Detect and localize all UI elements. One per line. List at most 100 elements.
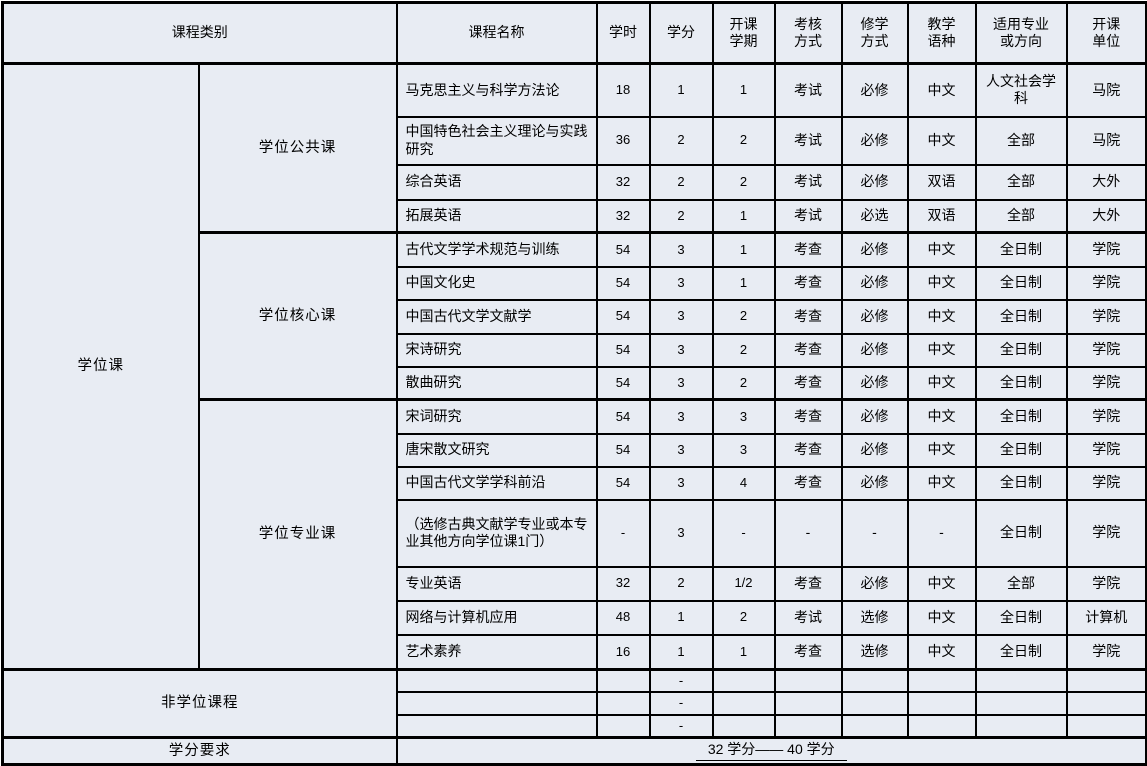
non-degree-row: 非学位课程 - — [1, 668, 1147, 739]
course-language-cell: 中文 — [906, 398, 977, 435]
course-semester-cell: 2 — [711, 599, 776, 636]
course-unit-cell: 计算机 — [1065, 599, 1147, 636]
course-assessment-cell — [773, 691, 843, 716]
course-hours-cell: 54 — [595, 465, 651, 501]
course-applicable-cell: 全日制 — [974, 365, 1068, 401]
subcategory-cell: 学位专业课 — [197, 398, 398, 671]
course-mode-cell: 必修 — [840, 465, 909, 501]
course-language-cell — [906, 691, 977, 716]
course-unit-cell: 学院 — [1065, 332, 1147, 368]
course-name-cell: 古代文学学术规范与训练 — [395, 231, 598, 268]
course-unit-cell: 学院 — [1065, 265, 1147, 301]
header-row: 课程类别 课程名称 学时 学分 开课 学期 考核 方式 修学 方式 教学 语种 … — [1, 1, 1147, 65]
course-assessment-cell: 考试 — [773, 198, 843, 234]
non-degree-row: - — [3, 691, 1147, 716]
course-semester-cell: 2 — [711, 115, 776, 166]
course-name-cell: 马克思主义与科学方法论 — [395, 62, 598, 118]
course-credits-cell: 3 — [648, 365, 714, 401]
course-mode-cell: 必修 — [840, 62, 909, 118]
course-name-cell: 拓展英语 — [395, 198, 598, 234]
course-hours-cell: 54 — [595, 332, 651, 368]
course-credits-cell: 3 — [648, 332, 714, 368]
course-name-cell: 中国古代文学学科前沿 — [395, 465, 598, 501]
course-semester-cell: 1 — [711, 633, 776, 671]
course-semester-cell: 2 — [711, 298, 776, 335]
course-row: 综合英语 32 2 2 考试 必修 双语 全部 大外 — [3, 163, 1147, 201]
course-unit-cell: 学院 — [1065, 398, 1147, 435]
course-applicable-cell: 全日制 — [974, 265, 1068, 301]
course-row: 宋诗研究 54 3 2 考查 必修 中文 全日制 学院 — [3, 332, 1147, 368]
course-name-cell: 专业英语 — [395, 565, 598, 602]
course-semester-cell: 1 — [711, 231, 776, 268]
course-mode-cell: 必修 — [840, 231, 909, 268]
header-course-name: 课程名称 — [395, 1, 598, 65]
credit-requirement-value: 32 学分—— 40 学分 — [695, 741, 847, 761]
course-unit-cell: 学院 — [1065, 231, 1147, 268]
course-unit-cell: 马院 — [1065, 115, 1147, 166]
header-col-language: 教学 语种 — [906, 1, 977, 65]
course-applicable-cell: 全日制 — [974, 398, 1068, 435]
course-applicable-cell: 全日制 — [974, 633, 1068, 671]
course-name-cell: 宋词研究 — [395, 398, 598, 435]
course-hours-cell: 32 — [595, 163, 651, 201]
course-language-cell: 双语 — [906, 198, 977, 234]
course-semester-cell — [711, 713, 776, 739]
course-hours-cell: 32 — [595, 198, 651, 234]
course-semester-cell: 1 — [711, 62, 776, 118]
course-hours-cell: 54 — [595, 398, 651, 435]
course-unit-cell: 学院 — [1065, 465, 1147, 501]
course-language-cell — [906, 713, 977, 739]
course-applicable-cell: 全日制 — [974, 231, 1068, 268]
course-assessment-cell: 考查 — [773, 398, 843, 435]
course-semester-cell: 2 — [711, 365, 776, 401]
course-name-cell: 宋诗研究 — [395, 332, 598, 368]
course-hours-cell: 54 — [595, 265, 651, 301]
course-unit-cell — [1065, 691, 1147, 716]
course-unit-cell — [1065, 668, 1147, 694]
curriculum-body: 学位课 学位公共课 马克思主义与科学方法论 18 1 1 考试 必修 中文 人文社会学科 马院 中国特… — [1, 62, 1147, 766]
course-mode-cell: 选修 — [840, 599, 909, 636]
course-language-cell: 中文 — [906, 365, 977, 401]
course-name-cell: 综合英语 — [395, 163, 598, 201]
header-col-assessment: 考核 方式 — [773, 1, 843, 65]
course-mode-cell — [840, 691, 909, 716]
course-assessment-cell: 考查 — [773, 231, 843, 268]
course-applicable-cell — [974, 668, 1068, 694]
course-language-cell: 中文 — [906, 465, 977, 501]
course-mode-cell: - — [840, 498, 909, 568]
course-language-cell: 中文 — [906, 62, 977, 118]
course-credits-cell: 3 — [648, 298, 714, 335]
course-language-cell: 中文 — [906, 633, 977, 671]
course-semester-cell — [711, 668, 776, 694]
credit-requirement-label-cell: 学分要求 — [1, 735, 398, 766]
course-hours-cell: 36 — [595, 115, 651, 166]
course-name-cell: 散曲研究 — [395, 365, 598, 401]
course-semester-cell: 2 — [711, 332, 776, 368]
header-col-credits: 学分 — [648, 1, 714, 65]
course-unit-cell: 学院 — [1065, 633, 1147, 671]
course-applicable-cell: 人文社会学科 — [974, 62, 1068, 118]
course-hours-cell: 16 — [595, 633, 651, 671]
course-name-cell: 中国特色社会主义理论与实践研究 — [395, 115, 598, 166]
course-assessment-cell: 考查 — [773, 565, 843, 602]
course-name-cell: 艺术素养 — [395, 633, 598, 671]
course-hours-cell: 54 — [595, 231, 651, 268]
course-unit-cell: 学院 — [1065, 365, 1147, 401]
course-name-cell: 网络与计算机应用 — [395, 599, 598, 636]
course-assessment-cell — [773, 668, 843, 694]
credit-requirement-row: 学分要求 32 学分—— 40 学分 — [1, 735, 1147, 766]
header-col-mode: 修学 方式 — [840, 1, 909, 65]
course-assessment-cell: - — [773, 498, 843, 568]
course-name-cell — [395, 691, 598, 716]
course-applicable-cell: 全日制 — [974, 498, 1068, 568]
course-hours-cell: 54 — [595, 432, 651, 468]
course-semester-cell: 1 — [711, 265, 776, 301]
course-mode-cell: 必修 — [840, 298, 909, 335]
course-credits-cell: 2 — [648, 198, 714, 234]
course-assessment-cell: 考查 — [773, 365, 843, 401]
course-credits-cell: 3 — [648, 465, 714, 501]
course-name-cell: 中国文化史 — [395, 265, 598, 301]
course-credits-cell: 1 — [648, 633, 714, 671]
course-unit-cell: 大外 — [1065, 163, 1147, 201]
